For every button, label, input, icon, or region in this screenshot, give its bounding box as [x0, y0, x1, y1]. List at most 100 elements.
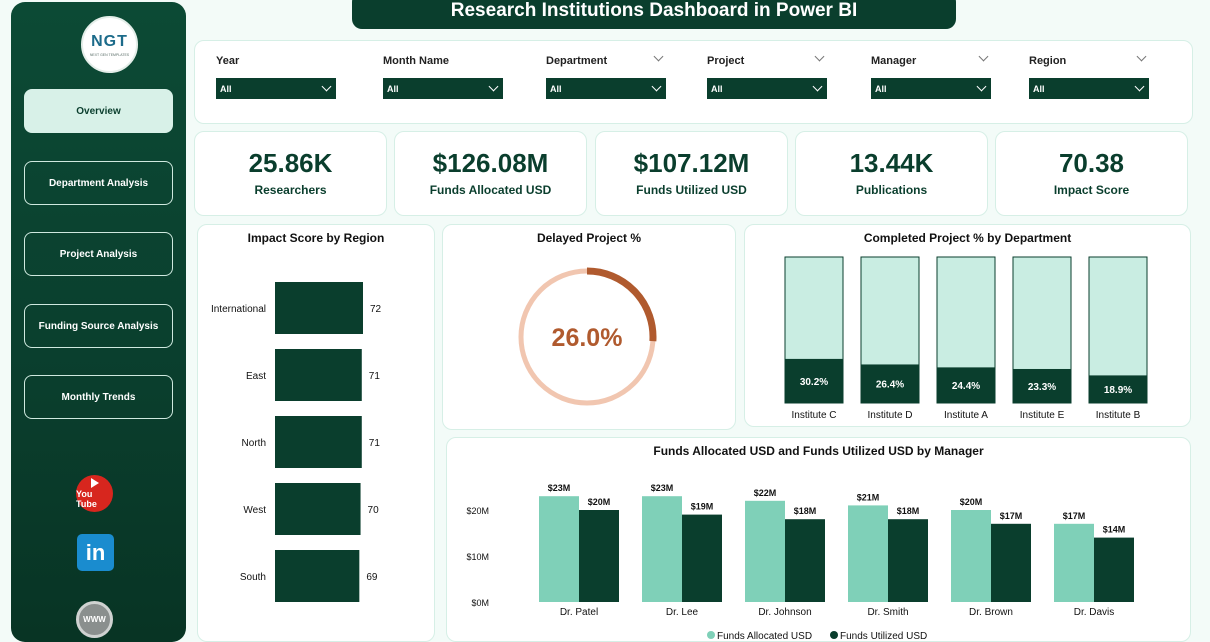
filter-region[interactable]: Region All — [1029, 51, 1149, 99]
chart-title: Delayed Project % — [536, 231, 642, 245]
manager-category-label: Dr. Johnson — [758, 607, 811, 618]
region-label: West — [243, 505, 266, 516]
filter-month-name[interactable]: Month Name All — [383, 55, 503, 99]
manager-value-label: $18M — [794, 506, 817, 516]
y-tick-label: $20M — [466, 506, 489, 516]
nav-department-analysis[interactable]: Department Analysis — [24, 161, 173, 205]
chevron-down-icon — [1134, 81, 1145, 92]
department-completed-bar — [1089, 375, 1147, 403]
youtube-icon[interactable]: You Tube — [76, 475, 113, 512]
delayed-project-chart: Delayed Project % 26.0% — [442, 224, 736, 430]
chevron-down-icon — [976, 81, 987, 92]
department-completed-bar — [785, 358, 843, 403]
filter-department-select[interactable]: All — [546, 78, 666, 99]
kpi-funds-allocated: $126.08M Funds Allocated USD — [394, 131, 587, 216]
chevron-down-icon — [488, 81, 499, 92]
department-category-label: Institute A — [944, 410, 988, 421]
manager-category-label: Dr. Patel — [560, 607, 598, 618]
manager-funds-bar — [888, 519, 928, 602]
department-category-label: Institute D — [867, 410, 912, 421]
kpi-label: Funds Utilized USD — [636, 183, 747, 197]
region-bar — [275, 416, 362, 468]
region-label: International — [211, 304, 266, 315]
ngt-logo: NGT NEXT GEN TEMPLATES — [81, 16, 138, 73]
kpi-label: Researchers — [254, 183, 327, 197]
completed-project-by-department-chart: Completed Project % by Department 30.2% I… — [744, 224, 1191, 427]
region-value-label: 72 — [370, 304, 382, 315]
manager-value-label: $17M — [1000, 511, 1023, 521]
kpi-label: Impact Score — [1053, 183, 1130, 197]
logo-subtext: NEXT GEN TEMPLATES — [89, 52, 130, 57]
filter-year-select[interactable]: All — [216, 78, 336, 99]
delayed-project-donut: 26.0% — [518, 267, 657, 406]
nav-overview[interactable]: Overview — [24, 89, 173, 133]
logo-text: NGT — [91, 32, 128, 50]
manager-value-label: $17M — [1063, 511, 1086, 521]
manager-category-label: Dr. Davis — [1074, 607, 1115, 618]
legend-marker — [707, 631, 715, 639]
nav-funding-source-analysis[interactable]: Funding Source Analysis — [24, 304, 173, 348]
linkedin-label: in — [85, 539, 106, 565]
filter-month-name-value: All — [387, 83, 399, 94]
manager-funds-bar — [579, 510, 619, 602]
y-tick-label: $0M — [471, 598, 489, 608]
website-globe-icon[interactable]: WWW — [76, 601, 113, 638]
filter-manager-value: All — [875, 83, 887, 94]
linkedin-icon[interactable]: in — [77, 534, 114, 571]
chart-title: Funds Allocated USD and Funds Utilized U… — [653, 444, 984, 458]
chevron-down-icon — [321, 81, 332, 92]
filter-manager-select[interactable]: All — [871, 78, 991, 99]
kpi-label: Publications — [855, 183, 928, 197]
filter-month-name-label: Month Name — [383, 55, 449, 67]
manager-funds-bar — [1054, 523, 1094, 602]
manager-value-label: $20M — [960, 497, 983, 507]
filter-department-value: All — [550, 83, 562, 94]
filter-region-value: All — [1033, 83, 1045, 94]
filter-project-value: All — [711, 83, 723, 94]
funds-by-manager-chart: Funds Allocated USD and Funds Utilized U… — [446, 437, 1191, 642]
manager-funds-bar — [951, 510, 991, 602]
filter-year[interactable]: Year All — [216, 55, 336, 99]
filter-department[interactable]: Department All — [546, 51, 666, 99]
manager-value-label: $23M — [651, 483, 674, 493]
legend-label: Funds Allocated USD — [717, 631, 812, 642]
department-category-label: Institute E — [1020, 410, 1065, 421]
filter-region-select[interactable]: All — [1029, 78, 1149, 99]
kpi-impact-score: 70.38 Impact Score — [995, 131, 1188, 216]
department-value-label: 24.4% — [952, 381, 980, 392]
nav-project-analysis[interactable]: Project Analysis — [24, 232, 173, 276]
filter-panel: Year All Month Name All Department All P… — [194, 40, 1193, 124]
manager-funds-bar — [539, 496, 579, 602]
impact-score-bars: International 72 East 71 North 71 West 70 South 6… — [211, 282, 382, 602]
kpi-value: 13.44K — [849, 148, 934, 178]
filter-project[interactable]: Project All — [707, 51, 827, 99]
kpi-researchers: 25.86K Researchers — [194, 131, 387, 216]
kpi-value: $107.12M — [633, 148, 750, 178]
manager-funds-bar — [848, 505, 888, 602]
manager-value-label: $21M — [857, 492, 880, 502]
filter-manager-label: Manager — [871, 55, 917, 67]
department-category-label: Institute C — [791, 410, 836, 421]
region-value-label: 71 — [369, 371, 381, 382]
department-completed-bar — [861, 364, 919, 403]
filter-month-name-select[interactable]: All — [383, 78, 503, 99]
chevron-down-icon — [651, 81, 662, 92]
manager-funds-bar — [785, 519, 825, 602]
department-value-label: 26.4% — [876, 380, 904, 391]
region-label: South — [240, 572, 266, 583]
region-label: East — [246, 371, 266, 382]
impact-score-by-region-chart: Impact Score by Region International 72 Ea… — [197, 224, 435, 642]
y-tick-label: $10M — [466, 552, 489, 562]
manager-funds-bar — [642, 496, 682, 602]
kpi-funds-utilized: $107.12M Funds Utilized USD — [595, 131, 788, 216]
chart-title: Impact Score by Region — [247, 231, 385, 245]
filter-project-select[interactable]: All — [707, 78, 827, 99]
donut-center-label: 26.0% — [552, 324, 623, 352]
department-completed-bar — [937, 367, 995, 403]
filter-manager[interactable]: Manager All — [871, 51, 991, 99]
kpi-value: $126.08M — [432, 148, 549, 178]
kpi-label: Funds Allocated USD — [429, 183, 552, 197]
nav-monthly-trends[interactable]: Monthly Trends — [24, 375, 173, 419]
region-value-label: 70 — [368, 505, 380, 516]
dashboard-title: Research Institutions Dashboard in Power… — [352, 0, 956, 29]
